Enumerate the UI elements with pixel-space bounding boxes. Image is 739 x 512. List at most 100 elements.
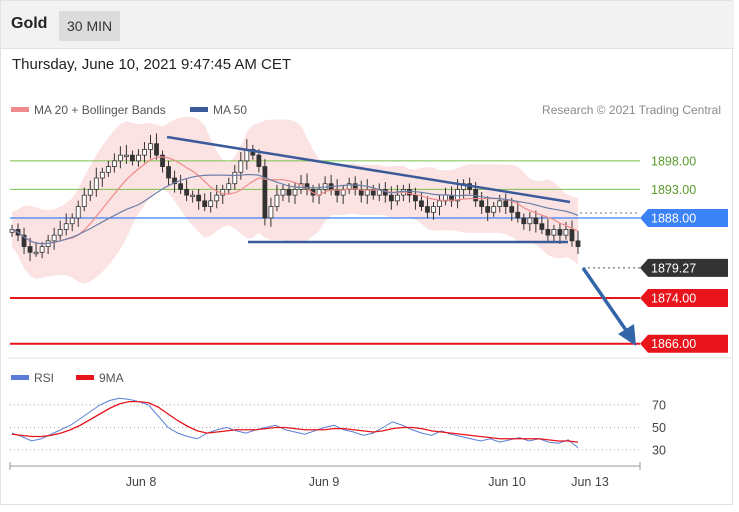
rsi-tick-label-70: 70 (652, 399, 666, 413)
candle (256, 154, 262, 167)
candle (551, 229, 557, 236)
candle (117, 154, 123, 162)
candle (232, 171, 238, 185)
candle (172, 177, 177, 185)
candle (130, 154, 135, 162)
candle (407, 189, 412, 196)
chart-datetime: Thursday, June 10, 2021 9:47:45 AM CET (12, 56, 292, 73)
price-candles (9, 133, 581, 262)
candle (575, 240, 581, 247)
candle (563, 229, 569, 236)
candle (437, 200, 442, 207)
candle (262, 166, 268, 219)
candle (136, 154, 141, 162)
candle (509, 206, 515, 213)
candle (274, 194, 280, 207)
level-label-box-1888.00 (640, 209, 728, 227)
candle (545, 229, 551, 236)
x-tick-label-Jun-9: Jun 9 (309, 475, 340, 489)
candle (39, 246, 45, 253)
level-label-1888.00: 1888.00 (651, 212, 696, 226)
candle (111, 160, 117, 167)
ma20-legend-label: MA 20 + Bollinger Bands (34, 103, 166, 117)
x-tick-label-Jun-10: Jun 10 (488, 475, 526, 489)
candle (196, 194, 202, 202)
candle (214, 194, 220, 202)
candle (178, 183, 183, 190)
ma50-legend-label: MA 50 (213, 103, 247, 117)
level-label-1893.00: 1893.00 (651, 183, 696, 197)
rsi-tick-label-50: 50 (652, 421, 666, 435)
forecast-arrow-line (581, 267, 632, 337)
candle (105, 166, 111, 173)
candle (515, 211, 521, 219)
candle (238, 160, 244, 173)
candle (479, 200, 485, 207)
candle (33, 251, 39, 255)
level-label-1874.00: 1874.00 (651, 292, 696, 306)
level-label-box-1866.00 (640, 334, 728, 353)
candle (527, 217, 533, 225)
candle (87, 189, 93, 196)
candle (569, 229, 575, 242)
candle (557, 229, 563, 236)
rsi-legend-swatch (11, 375, 29, 380)
candle (81, 194, 87, 207)
rsi-ma-line (11, 400, 579, 443)
candle (184, 189, 190, 196)
credit-label: Research © 2021 Trading Central (542, 103, 721, 117)
candle (503, 200, 509, 207)
ma20-line (11, 156, 579, 245)
rsi-tick-label-30: 30 (652, 444, 666, 458)
level-label-box-1874.00 (640, 289, 728, 307)
widget-header: Gold 30 MIN (1, 1, 734, 49)
candle (388, 194, 394, 202)
level-label-1898.00: 1898.00 (651, 154, 696, 168)
candle (148, 143, 153, 150)
instrument-title: Gold (11, 15, 48, 32)
candle (521, 217, 527, 225)
candle (419, 200, 424, 207)
candle (292, 189, 298, 196)
candle (413, 194, 418, 202)
level-label-box-1879.27 (640, 258, 728, 277)
ma50-line (11, 174, 579, 245)
candle (124, 154, 129, 158)
candle (202, 200, 208, 207)
candle (394, 194, 400, 202)
ma50-legend-swatch (190, 107, 208, 112)
candle (51, 234, 57, 242)
level-label-1866.00: 1866.00 (651, 337, 696, 351)
candle (93, 177, 99, 190)
candle (226, 183, 232, 190)
resistance-trendline (166, 135, 571, 204)
candle (539, 223, 545, 230)
x-tick-label-Jun-8: Jun 8 (126, 475, 157, 489)
candle (208, 200, 214, 207)
candle (268, 206, 274, 219)
candle (57, 229, 63, 236)
candle (431, 206, 436, 213)
rsi-ma-legend-swatch (76, 375, 94, 380)
candle (142, 149, 147, 156)
candle (280, 189, 286, 196)
candle (99, 171, 105, 179)
candle (69, 217, 75, 225)
candle (485, 206, 491, 213)
candle (166, 166, 171, 179)
candle (497, 200, 503, 207)
time-axis-ticks: Jun 8 Jun 9 Jun 10 Jun 13 (126, 475, 609, 489)
rsi-ma-legend-label: 9MA (99, 371, 124, 385)
candle (286, 189, 292, 196)
rsi-legend-label: RSI (34, 371, 54, 385)
candle (154, 143, 159, 156)
rsi-grid: 70 50 30 (10, 399, 666, 458)
rsi-line (11, 397, 579, 449)
candle (425, 206, 430, 213)
ma20-legend-swatch (11, 107, 29, 112)
candle (160, 154, 165, 167)
timeframe-button[interactable]: 30 MIN (59, 11, 121, 41)
x-tick-label-Jun-13: Jun 13 (571, 475, 609, 489)
forecast-arrow-head (618, 324, 636, 346)
